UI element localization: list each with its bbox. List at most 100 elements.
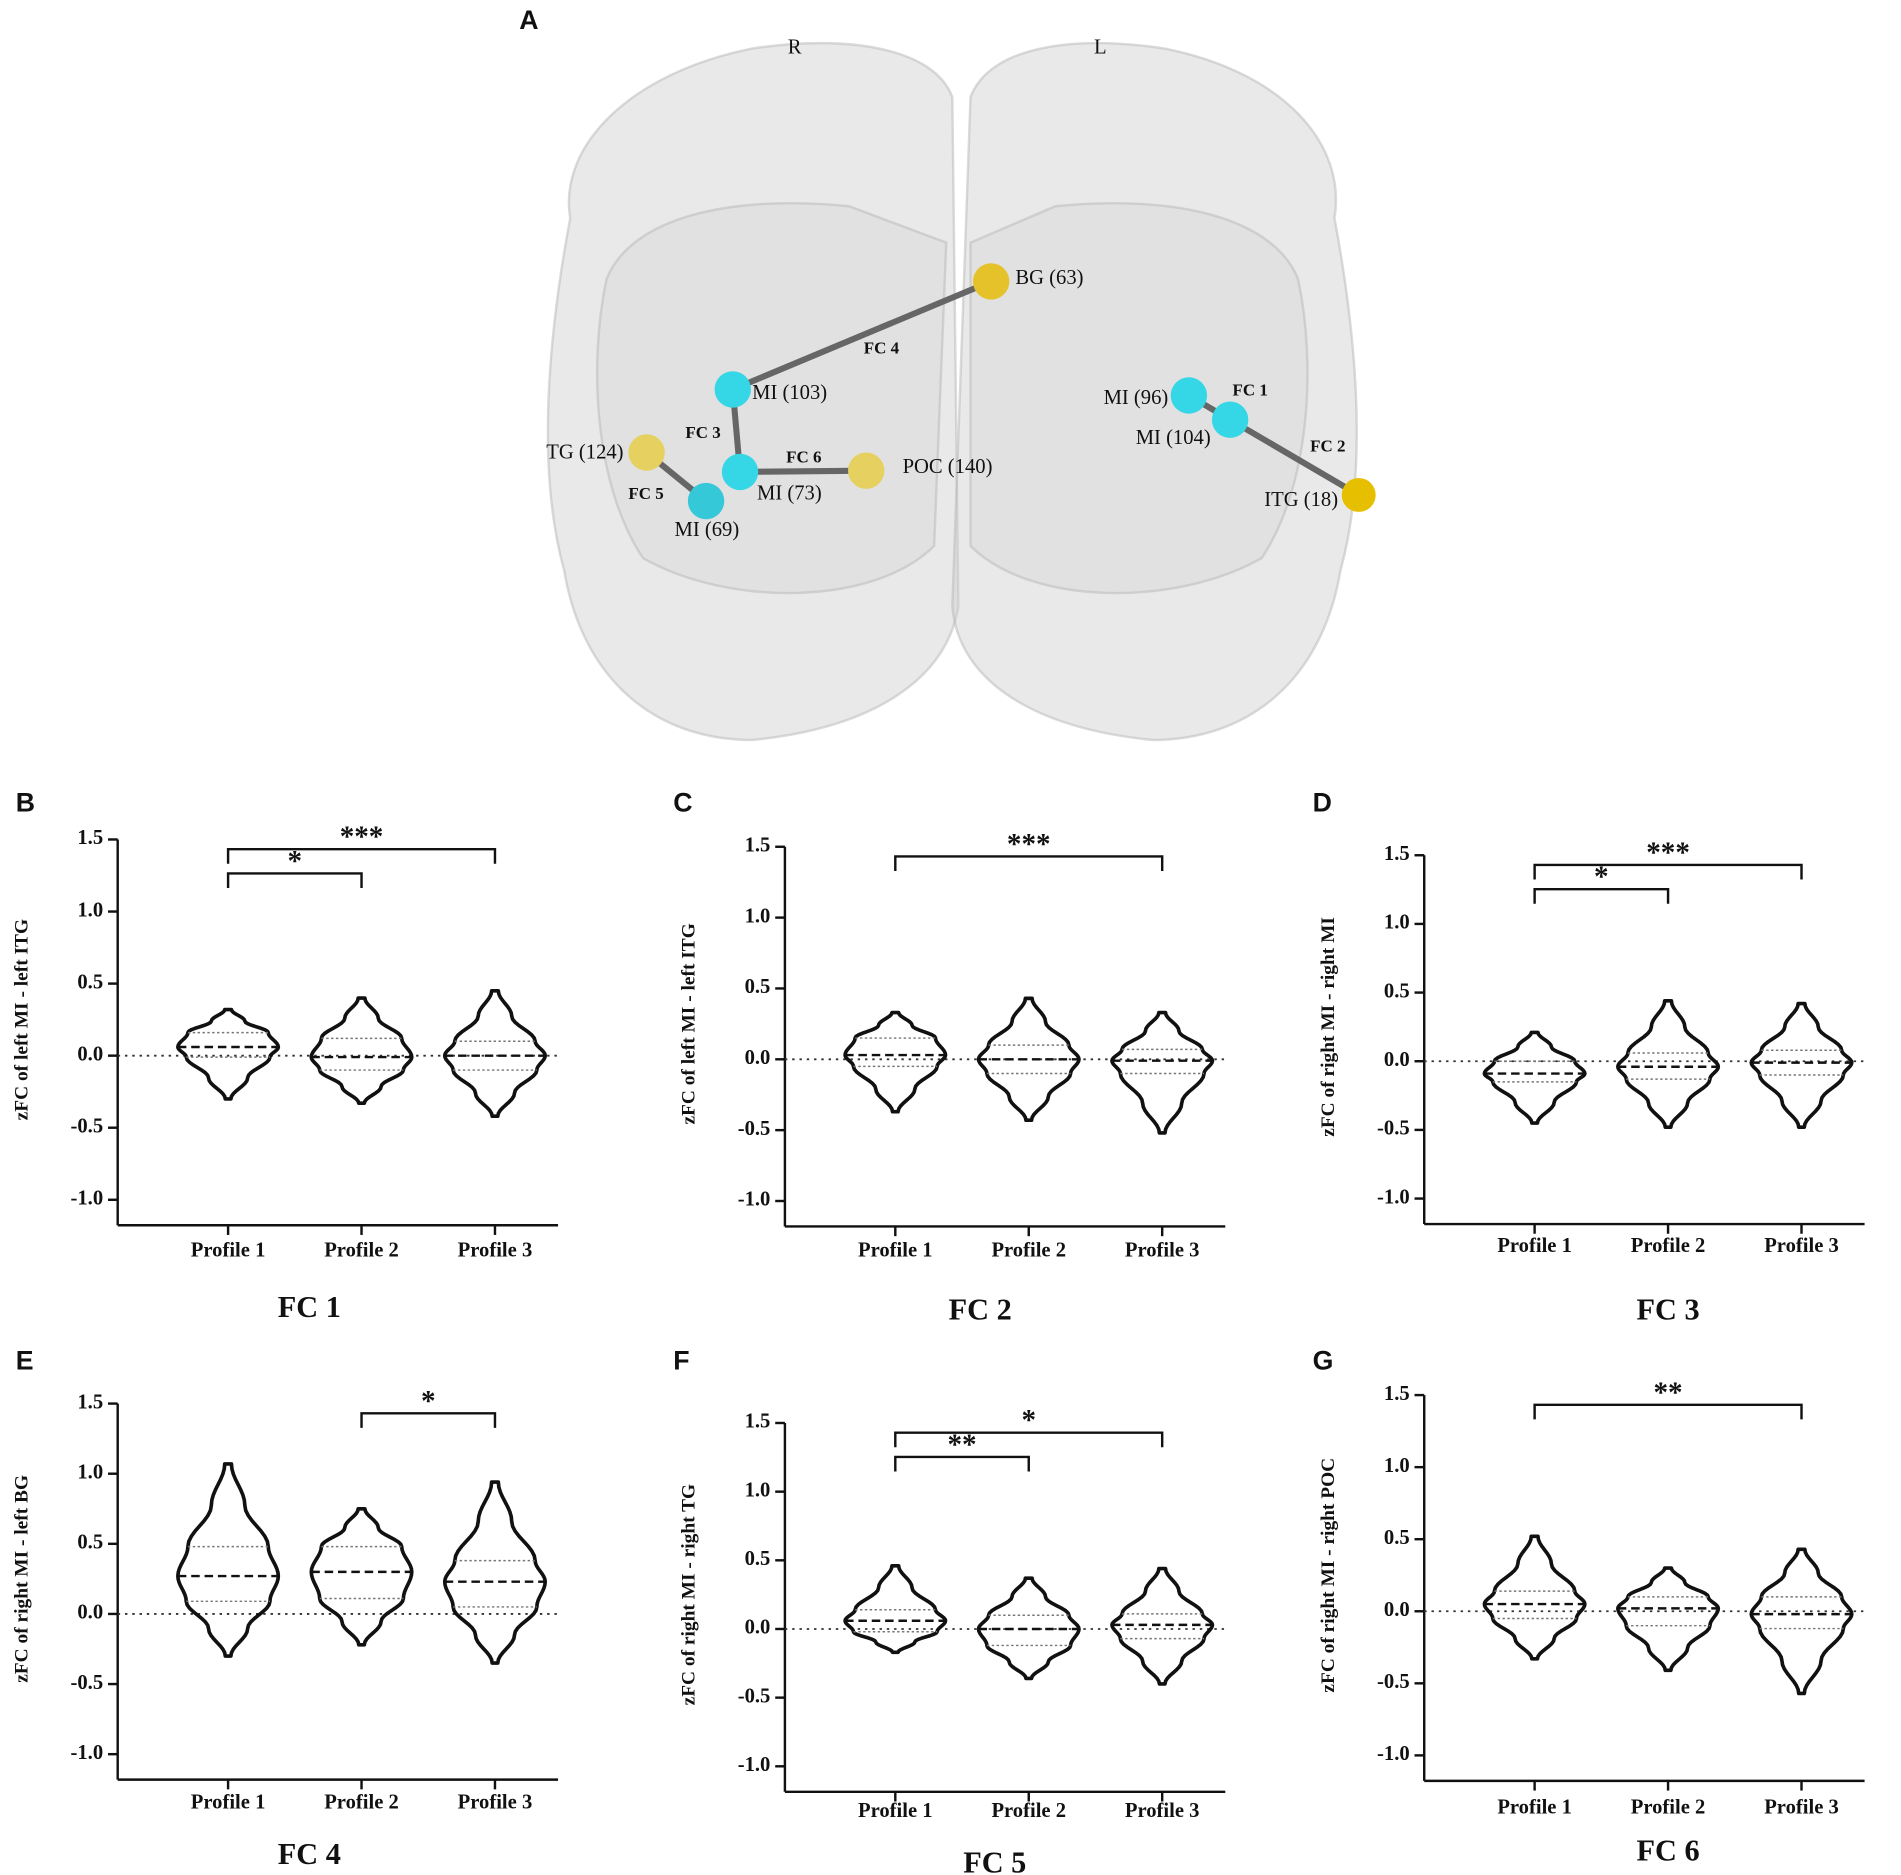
node-label: MI (96) [1104, 387, 1169, 409]
node-label: POC (140) [903, 456, 993, 478]
significance-bracket [894, 1431, 1164, 1448]
node-label: BG (63) [1015, 267, 1083, 289]
node [1170, 377, 1208, 414]
y-tick-label: 0.5 [77, 1532, 103, 1554]
y-tick-label: -1.0 [71, 1742, 104, 1764]
edge [731, 278, 993, 393]
violin [1749, 1001, 1854, 1129]
x-tick-label: Profile 2 [991, 1240, 1066, 1262]
y-tick-label: 0.0 [77, 1602, 103, 1624]
y-tick-label: 0.5 [77, 971, 103, 993]
violin-chart: -1.0 -0.5 0.0 0.5 1.0 1.5 zFC of right MI - ri… [1313, 787, 1865, 1327]
violin [442, 988, 548, 1119]
node-label: ITG (18) [1264, 489, 1338, 511]
violin [1110, 1010, 1215, 1135]
y-axis-label: zFC of right MI - right TG [679, 1484, 700, 1706]
edge [1228, 417, 1361, 498]
x-tick-label: Profile 3 [458, 1792, 533, 1814]
violin-chart: -1.0 -0.5 0.0 0.5 1.0 1.5 zFC of right MI - ri… [673, 1345, 1226, 1875]
y-tick-label: -0.5 [1377, 1671, 1410, 1693]
y-tick-label: 1.0 [77, 899, 103, 921]
violin [309, 996, 414, 1106]
y-axis-label: zFC of left MI - left ITG [12, 919, 33, 1120]
significance-bracket [1533, 888, 1670, 904]
y-tick-label: -1.0 [1377, 1186, 1410, 1208]
violin [843, 1010, 948, 1114]
violin [1110, 1566, 1215, 1686]
edge-label: FC 2 [1310, 437, 1345, 456]
x-tick-label: Profile 1 [191, 1792, 266, 1814]
node-label: MI (69) [675, 519, 740, 541]
node-label: MI (104) [1136, 427, 1211, 449]
panel-letter: B [16, 787, 35, 817]
violin [976, 1576, 1081, 1681]
y-tick-label: -1.0 [738, 1754, 771, 1776]
y-tick-label: 1.5 [77, 1391, 103, 1413]
x-tick-label: Profile 2 [1631, 1796, 1706, 1818]
panel-letter: A [519, 5, 538, 35]
y-tick-label: 1.0 [745, 1479, 771, 1501]
nodes [628, 263, 1376, 520]
violin [1749, 1547, 1854, 1696]
panel-title: FC 1 [278, 1290, 341, 1324]
significance-label: * [1594, 861, 1609, 893]
edge-label: FC 3 [685, 423, 720, 442]
x-tick-label: Profile 3 [1125, 1800, 1200, 1822]
y-axis-label: zFC of right MI - right MI [1318, 917, 1339, 1137]
x-tick-label: Profile 3 [1764, 1235, 1839, 1257]
y-axis-label: zFC of right MI - left BG [12, 1475, 33, 1683]
significance-label: * [288, 845, 303, 877]
significance-bracket [1533, 1403, 1803, 1420]
node [847, 452, 885, 489]
x-tick-label: Profile 3 [458, 1240, 533, 1262]
panel-title: FC 4 [278, 1837, 341, 1871]
violin [1482, 1534, 1587, 1661]
violin [1482, 1030, 1587, 1125]
x-tick-label: Profile 1 [858, 1240, 933, 1262]
y-tick-label: -0.5 [1377, 1118, 1410, 1140]
panel-letter: C [673, 787, 692, 817]
significance-label: * [421, 1385, 436, 1417]
violin-chart: -1.0 -0.5 0.0 0.5 1.0 1.5 zFC of right MI - ri… [1313, 1345, 1865, 1868]
violin [309, 1506, 414, 1647]
violin-chart: -1.0 -0.5 0.0 0.5 1.0 1.5 zFC of left MI - lef… [673, 787, 1226, 1327]
violin [176, 1007, 281, 1101]
y-tick-label: 1.5 [77, 827, 103, 849]
node [714, 371, 751, 408]
x-tick-label: Profile 3 [1125, 1240, 1200, 1262]
hemisphere-label: L [1094, 36, 1107, 58]
node [687, 482, 725, 520]
violin [442, 1480, 548, 1665]
panel-letter: G [1313, 1345, 1334, 1375]
significance-label: ** [947, 1429, 976, 1461]
y-tick-label: -1.0 [1377, 1743, 1410, 1765]
significance-bracket [894, 855, 1164, 872]
y-tick-label: -1.0 [71, 1188, 104, 1210]
significance-label: *** [1646, 837, 1690, 869]
violin-chart: -1.0 -0.5 0.0 0.5 1.0 1.5 zFC of left MI - lef… [12, 787, 559, 1324]
significance-label: *** [340, 821, 384, 853]
y-tick-label: 1.5 [745, 1411, 771, 1433]
y-tick-label: 1.5 [1384, 843, 1410, 865]
panel-title: FC 6 [1636, 1834, 1699, 1868]
significance-label: ** [1654, 1377, 1683, 1409]
node-label: TG (124) [546, 441, 623, 463]
y-tick-label: 0.5 [1384, 1527, 1410, 1549]
y-tick-label: 0.0 [745, 1617, 771, 1639]
significance-bracket [1533, 863, 1803, 880]
edge-label: FC 1 [1233, 381, 1268, 400]
x-tick-label: Profile 2 [324, 1792, 399, 1814]
edge [739, 467, 867, 475]
y-tick-label: 0.0 [77, 1043, 103, 1065]
y-tick-label: 0.5 [745, 976, 771, 998]
x-tick-label: Profile 1 [191, 1240, 266, 1262]
significance-label: *** [1007, 828, 1051, 860]
y-axis-label: zFC of right MI - right POC [1318, 1458, 1339, 1693]
panel-title: FC 5 [963, 1846, 1026, 1875]
node [1341, 477, 1376, 512]
significance-bracket [894, 1455, 1030, 1472]
x-tick-label: Profile 3 [1764, 1796, 1839, 1818]
x-tick-label: Profile 1 [858, 1800, 933, 1822]
brain-panel: A R L BG (63) MI (103) MI (96) MI (104) … [519, 5, 1376, 742]
